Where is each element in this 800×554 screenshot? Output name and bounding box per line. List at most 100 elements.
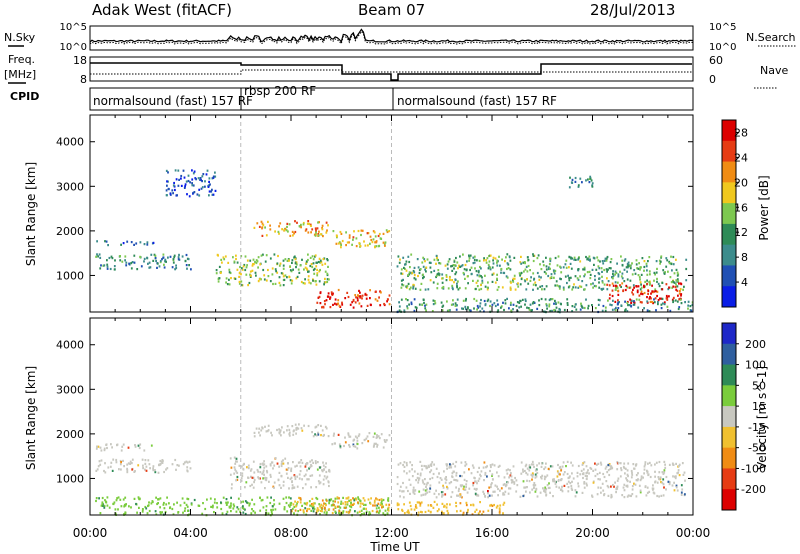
scatter-cell [262,477,264,480]
scatter-cell [635,495,638,498]
scatter-cell [449,309,451,312]
scatter-cell [466,260,468,263]
scatter-cell [556,475,559,478]
scatter-cell [624,472,626,475]
scatter-cell [511,479,514,482]
scatter-cell [457,489,460,493]
scatter-cell [643,472,645,475]
scatter-cell [276,271,279,274]
scatter-cell [665,283,668,286]
scatter-cell [675,486,678,489]
scatter-cell [265,279,268,282]
scatter-cell [302,510,305,513]
scatter-cell [171,266,174,269]
scatter-cell [500,305,503,308]
scatter-cell [614,309,617,312]
scatter-cell [291,279,294,282]
scatter-cell [312,461,315,464]
colorbar-tick-label: 100 [745,359,766,372]
scatter-cell [143,243,146,246]
scatter-cell [348,505,351,508]
scatter-cell [602,262,605,265]
scatter-cell [570,484,573,488]
scatter-cell [597,462,600,465]
y-tick-label: 3000 [56,383,84,396]
scatter-cell [383,302,385,306]
scatter-cell [103,504,106,507]
scatter-cell [190,503,193,506]
scatter-cell [339,446,342,449]
scatter-cell [317,424,320,427]
scatter-cell [407,489,409,493]
scatter-cell [438,273,440,276]
scatter-cell [364,503,367,506]
scatter-cell [586,484,588,487]
scatter-cell [351,503,354,506]
scatter-cell [636,291,639,294]
scatter-cell [292,433,295,436]
scatter-cell [422,488,425,491]
scatter-cell [589,175,592,178]
scatter-cell [135,502,137,506]
scatter-cell [287,462,289,465]
scatter-cell [645,265,648,268]
scatter-cell [638,262,640,265]
scatter-cell [212,193,215,196]
scatter-cell [675,279,678,282]
scatter-cell [442,287,445,290]
scatter-cell [583,268,586,271]
scatter-cell [598,267,601,270]
scatter-cell [468,309,471,312]
scatter-cell [566,472,569,476]
scatter-cell [504,302,507,305]
scatter-cell [265,430,268,433]
scatter-cell [332,500,335,503]
scatter-cell [528,480,531,483]
scatter-cell [570,256,572,259]
scatter-cell [261,427,264,430]
scatter-cell [467,307,469,310]
scatter-cell [377,435,380,438]
scatter-cell [420,510,422,513]
scatter-cell [360,233,362,237]
scatter-cell [251,508,253,511]
scatter-cell [579,275,581,278]
scatter-cell [293,512,295,515]
scatter-cell [623,483,626,486]
scatter-cell [253,431,256,434]
scatter-cell [292,461,294,464]
scatter-cell [401,283,403,286]
scatter-cell [498,464,501,467]
scatter-cell [529,269,531,272]
scatter-cell [268,480,270,483]
scatter-cell [420,282,423,285]
scatter-cell [519,495,522,498]
colorbar-tick-label: -100 [741,462,766,475]
scatter-cell [615,284,617,287]
scatter-cell [603,268,606,272]
scatter-cell [327,265,329,268]
scatter-cell [371,509,374,513]
y-tick-label: 4000 [56,339,84,352]
scatter-cell [488,494,491,497]
scatter-cell [604,309,607,312]
scatter-cell [532,288,534,291]
scatter-cell [493,302,496,305]
scatter-cell [512,280,515,283]
scatter-cell [496,261,498,264]
scatter-cell [169,255,172,258]
scatter-cell [253,503,256,506]
scatter-cell [350,501,352,504]
scatter-cell [658,259,661,262]
scatter-cell [347,511,350,514]
scatter-cell [310,463,312,467]
scatter-cell [340,232,343,235]
scatter-cell [427,288,430,291]
scatter-cell [225,513,228,516]
scatter-cell [646,486,649,489]
scatter-cell [344,436,346,439]
scatter-cell [635,474,638,477]
scatter-cell [639,268,641,271]
scatter-cell [571,257,573,260]
scatter-cell [111,469,114,472]
